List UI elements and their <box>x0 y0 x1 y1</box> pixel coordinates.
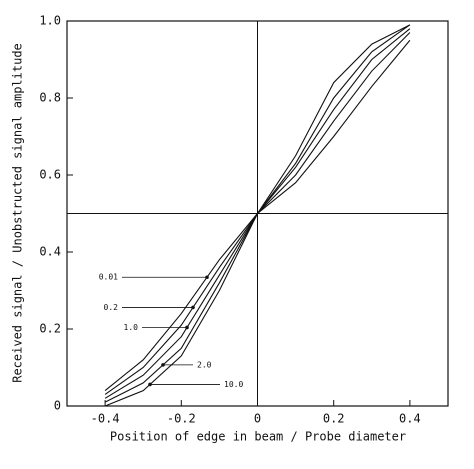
x-axis-label: Position of edge in beam / Probe diamete… <box>110 430 406 444</box>
x-tick-label: 0 <box>254 412 261 426</box>
curve-label: 0.01 <box>99 273 118 282</box>
leader-dot <box>185 325 189 330</box>
y-tick-label: 1.0 <box>39 14 61 28</box>
y-axis-label: Received signal / Unobstructed signal am… <box>11 43 25 383</box>
y-tick-label: 0.2 <box>39 322 61 336</box>
leader-dot <box>161 363 165 367</box>
y-tick-label: 0.6 <box>39 168 61 182</box>
curve <box>104 39 411 407</box>
leader-dot <box>191 305 195 310</box>
curve-label: 2.0 <box>197 360 212 369</box>
y-tick-label: 0.8 <box>39 91 61 105</box>
y-tick-label: 0.4 <box>39 245 61 259</box>
curve-label: 0.2 <box>104 303 119 312</box>
x-tick-label: -0.2 <box>167 412 196 426</box>
curve-label: 10.0 <box>224 380 243 389</box>
x-tick-label: 0.2 <box>323 412 345 426</box>
leader-dot <box>148 382 152 387</box>
curve-label: 1.0 <box>124 323 139 332</box>
y-tick-label: 0 <box>54 399 61 413</box>
x-tick-label: 0.4 <box>399 412 421 426</box>
leader-dot <box>205 275 209 280</box>
x-tick-label: -0.4 <box>91 412 120 426</box>
